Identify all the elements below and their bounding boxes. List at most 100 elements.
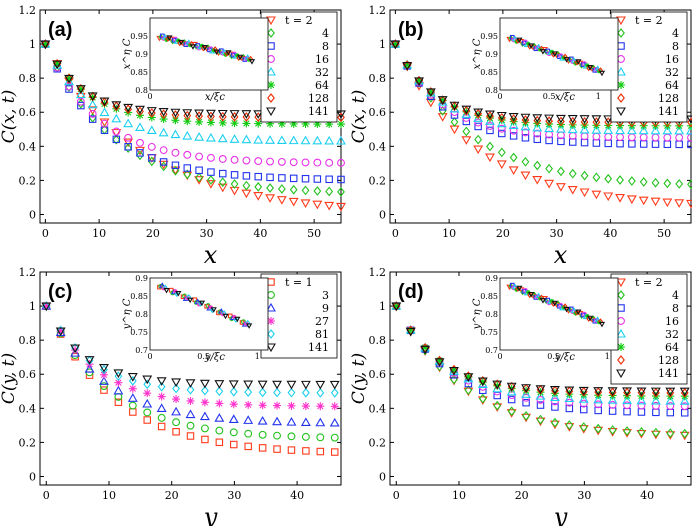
data-point xyxy=(194,132,205,141)
data-point xyxy=(273,387,281,398)
data-point xyxy=(533,119,542,128)
data-point xyxy=(171,165,180,176)
data-point xyxy=(391,302,402,312)
data-point xyxy=(158,108,169,117)
data-point xyxy=(492,380,503,390)
data-point xyxy=(497,147,506,158)
inset-point xyxy=(587,65,594,71)
data-point xyxy=(437,96,448,105)
legend-label: t = 2 xyxy=(635,276,663,289)
data-point xyxy=(557,116,565,127)
data-point xyxy=(185,379,196,388)
data-point xyxy=(185,409,196,419)
data-point xyxy=(254,112,263,122)
data-point xyxy=(257,416,268,425)
data-point xyxy=(273,401,282,410)
data-point xyxy=(579,124,590,134)
legend-label: 8 xyxy=(672,40,679,53)
data-point xyxy=(228,380,239,390)
data-point xyxy=(124,143,133,154)
data-point xyxy=(217,183,228,193)
legend-marker xyxy=(267,93,275,103)
data-point xyxy=(521,128,530,137)
inset-point xyxy=(551,300,558,307)
data-point xyxy=(186,396,195,405)
data-point xyxy=(675,133,684,142)
y-tick-label: 0.8 xyxy=(19,72,37,85)
inset: 0.8 0.85 0.9 0.95 0 x/ξc x^η C xyxy=(122,17,269,103)
inset-y-tick-label: 0.75 xyxy=(130,328,148,337)
data-point xyxy=(276,135,287,145)
y-tick-label: 1 xyxy=(29,300,36,313)
inset-y-tick-label: 0.7 xyxy=(485,346,498,355)
data-point xyxy=(608,425,617,435)
data-point xyxy=(205,180,216,189)
data-point xyxy=(300,199,311,209)
data-point xyxy=(242,156,251,165)
data-point xyxy=(637,427,646,437)
data-point xyxy=(143,408,152,417)
inset-point xyxy=(201,45,208,51)
inset-point xyxy=(593,67,599,72)
data-point xyxy=(337,112,345,123)
data-point xyxy=(675,179,684,189)
inset-x-tick-label: 0 xyxy=(497,92,502,101)
inset-point xyxy=(516,285,523,292)
data-point xyxy=(651,140,660,148)
data-point xyxy=(312,135,323,145)
x-axis-label: x xyxy=(204,241,218,269)
data-point xyxy=(496,160,507,170)
legend-label: t = 2 xyxy=(285,14,313,27)
data-point xyxy=(565,420,574,430)
data-point xyxy=(143,379,152,390)
data-point xyxy=(603,115,614,124)
inset-point xyxy=(539,298,547,304)
data-point xyxy=(520,121,531,131)
y-tick-label: 1.2 xyxy=(19,266,37,279)
data-point xyxy=(65,73,74,82)
inset-point xyxy=(539,49,547,55)
inset-point xyxy=(534,45,540,51)
data-point xyxy=(450,103,459,112)
data-point xyxy=(607,395,618,404)
data-point xyxy=(186,384,195,395)
data-point xyxy=(111,113,122,123)
inset-point xyxy=(567,306,573,313)
data-point xyxy=(272,380,282,390)
data-point xyxy=(506,382,517,392)
inset-y-label: y^η C xyxy=(122,298,133,330)
inset-point xyxy=(575,59,582,65)
inset-point xyxy=(523,288,528,293)
data-point xyxy=(473,145,484,155)
data-point xyxy=(215,386,224,397)
data-point xyxy=(449,367,459,376)
legend-label: 32 xyxy=(665,328,679,341)
data-point xyxy=(287,432,296,441)
data-point xyxy=(195,111,204,122)
inset-point xyxy=(234,316,241,323)
legend-marker xyxy=(616,16,626,26)
data-point xyxy=(301,119,310,128)
data-point xyxy=(591,115,602,124)
data-point xyxy=(474,122,482,131)
data-point xyxy=(254,119,263,128)
inset-point xyxy=(205,303,211,308)
data-point xyxy=(111,129,122,138)
data-point xyxy=(663,140,672,149)
data-point xyxy=(496,111,507,121)
inset-point xyxy=(198,300,206,307)
data-point xyxy=(437,113,448,122)
data-point xyxy=(615,194,625,203)
data-point xyxy=(157,422,166,431)
inset-y-tick-label: 0.8 xyxy=(135,310,148,319)
y-tick-label: 1.2 xyxy=(19,4,37,17)
data-point xyxy=(41,302,52,312)
x-tick-label: 10 xyxy=(92,227,106,240)
data-point xyxy=(555,114,566,124)
data-point xyxy=(415,76,424,85)
data-point xyxy=(88,115,97,123)
data-point xyxy=(485,153,495,163)
data-point xyxy=(171,110,180,120)
